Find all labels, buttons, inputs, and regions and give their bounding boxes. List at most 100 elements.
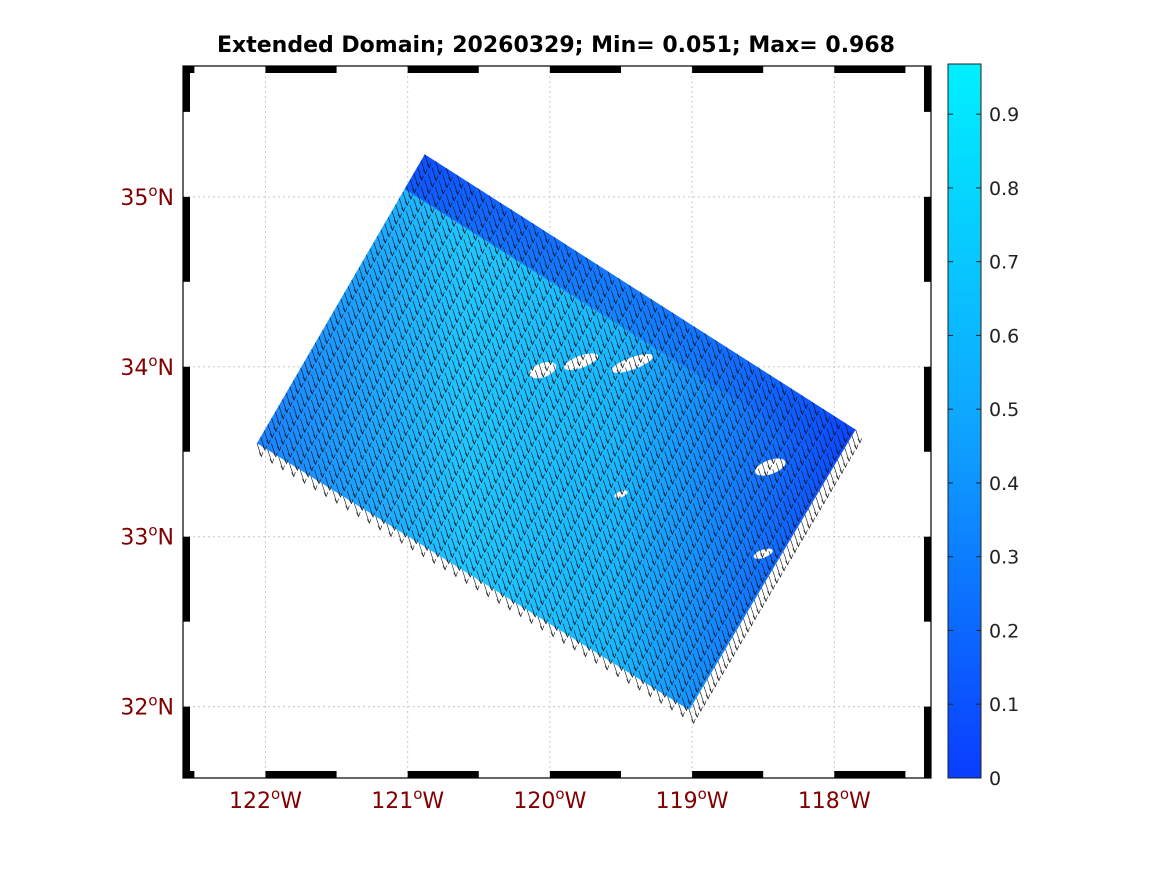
current-vector — [657, 337, 663, 351]
current-vector-head — [565, 632, 570, 638]
current-vector — [412, 275, 418, 290]
current-vector-head — [695, 411, 701, 417]
current-vector — [564, 320, 570, 334]
current-vector-head — [630, 521, 635, 528]
current-vector-head — [601, 470, 607, 476]
current-vector-head — [454, 292, 460, 298]
current-vector-head — [489, 560, 494, 566]
current-vector — [718, 359, 724, 373]
current-vector-head — [680, 637, 685, 643]
current-vector — [380, 229, 386, 244]
current-vector — [430, 448, 436, 462]
current-vector — [434, 314, 440, 329]
current-vector-head — [465, 222, 471, 228]
current-vector-head — [586, 645, 592, 652]
current-vector — [402, 191, 408, 206]
current-vector-head — [450, 349, 456, 356]
current-vector-head — [482, 497, 487, 503]
current-vector-head — [763, 471, 769, 477]
current-vector — [678, 527, 684, 542]
current-vector — [393, 459, 399, 474]
current-vector-head — [687, 649, 693, 656]
current-vector — [571, 333, 577, 347]
current-vector-head — [561, 588, 567, 594]
current-vector-head — [588, 266, 593, 272]
current-vector — [653, 419, 659, 433]
current-vector-head — [393, 347, 398, 353]
current-vector-head — [566, 329, 571, 335]
current-vector — [692, 578, 698, 593]
current-vector-head — [331, 377, 336, 383]
current-vector-head — [630, 547, 635, 553]
current-vector — [375, 516, 381, 530]
current-vector-head — [749, 571, 754, 577]
current-vector — [574, 428, 580, 443]
current-vector-head — [565, 456, 571, 462]
current-vector-head — [626, 628, 631, 634]
current-vector — [437, 461, 443, 475]
current-vector — [354, 375, 360, 390]
current-vector-head — [388, 481, 394, 487]
current-vector — [722, 403, 728, 418]
current-vector-head — [619, 590, 624, 596]
current-vector-head — [645, 396, 650, 402]
current-vector — [456, 302, 462, 317]
current-vector — [570, 561, 576, 575]
current-vector — [391, 210, 397, 225]
current-vector-head — [792, 523, 797, 529]
current-vector-head — [523, 327, 528, 333]
current-vector — [510, 260, 516, 274]
current-vector — [495, 310, 501, 325]
current-vector — [354, 426, 360, 441]
current-vector — [642, 589, 648, 603]
current-vector-head — [655, 629, 660, 636]
current-vector-head — [467, 547, 473, 553]
current-vector — [448, 289, 454, 304]
current-vector — [563, 497, 569, 512]
current-vector — [643, 336, 649, 351]
current-vector-head — [493, 554, 498, 560]
current-vector — [671, 363, 677, 377]
current-vector — [440, 480, 446, 495]
current-vector-head — [763, 521, 769, 527]
current-vector-head — [406, 526, 412, 532]
current-vector-head — [360, 378, 365, 384]
current-vector — [610, 315, 616, 330]
current-vector — [646, 532, 652, 547]
current-vector-head — [569, 424, 574, 430]
current-vector-head — [486, 541, 491, 547]
current-vector-head — [742, 508, 747, 514]
current-vector-head — [548, 385, 553, 391]
current-vector — [689, 659, 695, 674]
current-vector-head — [334, 422, 340, 428]
current-vector-head — [670, 428, 675, 435]
current-vector-head — [676, 643, 682, 649]
current-vector-head — [727, 607, 732, 614]
current-vector-head — [461, 331, 467, 337]
current-vector-head — [407, 373, 412, 379]
current-vector-head — [498, 243, 503, 249]
current-vector — [510, 286, 516, 300]
current-vector — [757, 543, 763, 558]
current-vector-head — [317, 377, 322, 383]
current-vector-head — [633, 566, 639, 572]
current-vector-head — [590, 639, 595, 646]
current-vector — [451, 385, 457, 400]
current-vector-head — [421, 476, 426, 482]
current-vector — [642, 437, 648, 452]
current-vector-head — [554, 550, 559, 556]
current-vector-head — [705, 644, 711, 650]
current-vector — [628, 513, 634, 527]
current-vector — [595, 618, 601, 633]
current-vector-head — [411, 341, 416, 348]
current-vector — [376, 312, 382, 327]
current-vector-head — [544, 442, 549, 448]
current-vector — [361, 388, 367, 403]
current-vector — [754, 449, 760, 463]
current-vector-head — [605, 489, 610, 495]
current-vector-head — [720, 645, 725, 651]
current-vector-head — [662, 617, 667, 623]
current-vector-head — [691, 668, 696, 675]
current-vector — [368, 503, 374, 518]
current-vector — [430, 397, 436, 412]
